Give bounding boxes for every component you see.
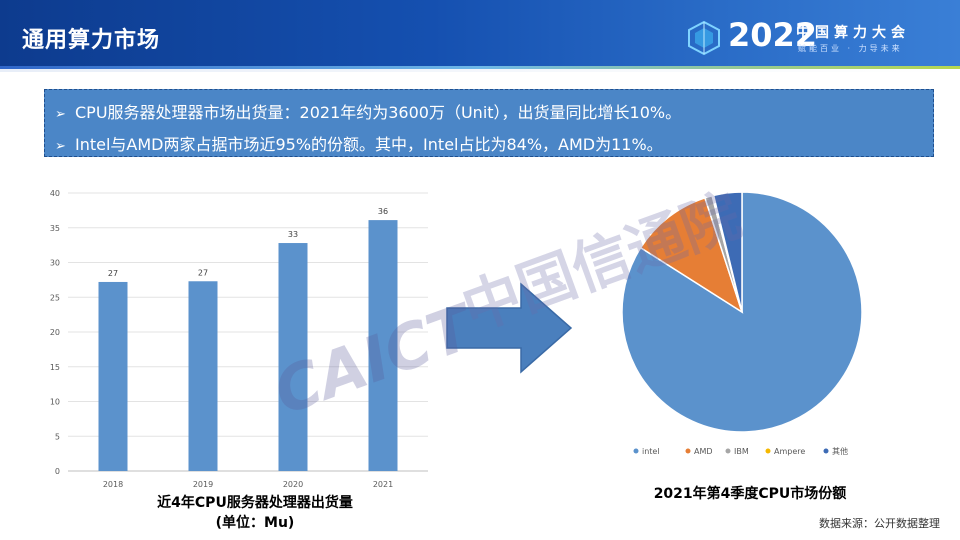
logo-tagline: 赋能百业 · 力导未来 bbox=[798, 44, 903, 53]
logo-year: 2022 bbox=[728, 16, 818, 54]
bar-caption-line2: (单位：Mu) bbox=[215, 515, 295, 531]
bullet-text: Intel与AMD两家占据市场近95%的份额。其中，Intel占比为84%，AM… bbox=[75, 135, 663, 154]
header-bar: 通用算力市场 2022 中国算力大会 赋能百业 · 力导未来 bbox=[0, 0, 960, 72]
bullet-shipments: ➢ CPU服务器处理器市场出货量：2021年约为3600万（Unit），出货量同比… bbox=[55, 99, 681, 123]
legend-label: AMD bbox=[694, 447, 713, 456]
legend-marker bbox=[823, 448, 829, 454]
bullet-arrow-icon: ➢ bbox=[55, 139, 66, 154]
summary-box: ➢ CPU服务器处理器市场出货量：2021年约为3600万（Unit），出货量同比… bbox=[44, 89, 934, 157]
y-tick-label: 10 bbox=[50, 398, 60, 407]
x-tick-label: 2018 bbox=[103, 480, 123, 489]
pie-chart: intel AMD IBM Ampere 其他 bbox=[621, 191, 863, 456]
y-tick-label: 40 bbox=[50, 189, 60, 198]
bar-chart: 0 5 10 15 20 25 30 35 40 27 2018 27 2019 33 2020 36 2021 bbox=[50, 189, 428, 489]
header-stripe-light bbox=[0, 69, 960, 72]
legend-label: Ampere bbox=[774, 447, 805, 456]
y-tick-label: 5 bbox=[55, 432, 60, 441]
bar-2018 bbox=[98, 281, 128, 471]
data-label: 27 bbox=[198, 268, 208, 277]
page-title: 通用算力市场 bbox=[22, 28, 161, 53]
conference-logo: 2022 中国算力大会 赋能百业 · 力导未来 bbox=[686, 14, 946, 60]
data-label: 33 bbox=[288, 230, 298, 239]
logo-name: 中国算力大会 bbox=[796, 25, 910, 41]
pie-slice-其他 bbox=[712, 191, 743, 313]
x-tick-label: 2020 bbox=[283, 480, 303, 489]
y-tick-label: 30 bbox=[50, 259, 60, 268]
x-tick-label: 2021 bbox=[373, 480, 393, 489]
bullet-market-share: ➢ Intel与AMD两家占据市场近95%的份额。其中，Intel占比为84%，A… bbox=[55, 131, 663, 155]
bar-chart-caption: 近4年CPU服务器处理器出货量 (单位：Mu) bbox=[140, 492, 370, 532]
legend-label: 其他 bbox=[832, 446, 848, 456]
y-tick-label: 0 bbox=[55, 467, 60, 476]
bar-2019 bbox=[188, 281, 218, 471]
legend-marker bbox=[725, 448, 731, 454]
y-tick-label: 15 bbox=[50, 363, 60, 372]
legend-label: intel bbox=[642, 447, 660, 456]
bar-2021 bbox=[368, 220, 398, 471]
bar-caption-line1: 近4年CPU服务器处理器出货量 bbox=[157, 495, 353, 511]
legend-marker bbox=[633, 448, 639, 454]
y-tick-label: 35 bbox=[50, 224, 60, 233]
pie-chart-caption: 2021年第4季度CPU市场份额 bbox=[653, 486, 847, 502]
data-label: 36 bbox=[378, 207, 388, 216]
data-source: 数据来源：公开数据整理 bbox=[819, 517, 940, 530]
pie-slice-AMD bbox=[639, 196, 744, 314]
x-tick-label: 2019 bbox=[193, 480, 213, 489]
y-tick-label: 20 bbox=[50, 328, 60, 337]
right-arrow-icon bbox=[446, 282, 573, 374]
bar-2020 bbox=[278, 243, 308, 471]
y-tick-label: 25 bbox=[50, 293, 60, 302]
cube-logo-icon bbox=[688, 20, 720, 56]
legend-label: IBM bbox=[734, 447, 749, 456]
header-stripe bbox=[0, 66, 960, 69]
legend-marker bbox=[685, 448, 691, 454]
bullet-arrow-icon: ➢ bbox=[55, 107, 66, 122]
legend-marker bbox=[765, 448, 771, 454]
data-label: 27 bbox=[108, 269, 118, 278]
bullet-text: CPU服务器处理器市场出货量：2021年约为3600万（Unit），出货量同比增… bbox=[75, 103, 682, 122]
